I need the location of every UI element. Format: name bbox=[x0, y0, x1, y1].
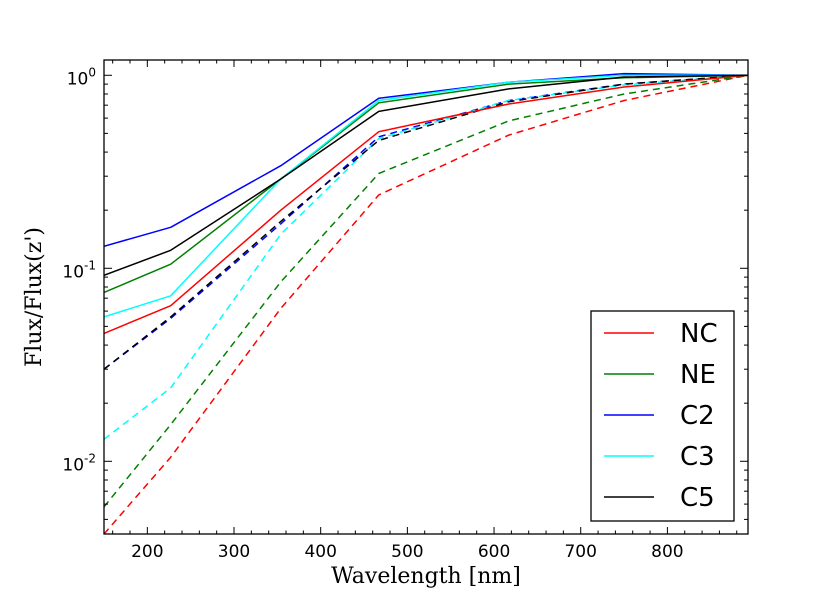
series-line-c5-solid bbox=[104, 74, 748, 277]
plot-frame bbox=[103, 59, 749, 535]
series-line-c2-dashed bbox=[104, 74, 748, 370]
x-axis-title: Wavelength [nm] bbox=[331, 564, 521, 589]
legend-label-c2: C2 bbox=[680, 401, 715, 431]
series-line-c3-dashed bbox=[104, 74, 748, 440]
y-tick-label: 10-1 bbox=[62, 258, 96, 282]
y-tick-label: 10-2 bbox=[62, 451, 96, 475]
y-tick-labels: 10-2 10-1 100 bbox=[62, 65, 96, 475]
legend-label-c5: C5 bbox=[680, 483, 715, 513]
series-line-c3-solid bbox=[104, 74, 748, 318]
legend-label-nc: NC bbox=[680, 319, 718, 349]
series-line-ne-solid bbox=[104, 74, 748, 294]
series-line-ne-dashed bbox=[104, 74, 748, 508]
x-tick-label: 500 bbox=[391, 542, 423, 562]
x-tick-label: 600 bbox=[478, 542, 510, 562]
series-line-nc-solid bbox=[104, 74, 748, 335]
series-line-c5-dashed bbox=[104, 74, 748, 370]
legend-label-ne: NE bbox=[680, 360, 716, 390]
series-line-nc-dashed bbox=[104, 74, 748, 534]
x-tick-label: 200 bbox=[131, 542, 163, 562]
x-tick-label: 300 bbox=[218, 542, 250, 562]
legend-label-c3: C3 bbox=[680, 442, 715, 472]
series-line-c2-solid bbox=[104, 72, 748, 248]
legend: NC NE C2 C3 C5 bbox=[590, 310, 735, 522]
y-axis-title: Flux/Flux(z') bbox=[22, 227, 47, 367]
x-tick-label: 400 bbox=[304, 542, 336, 562]
legend-frame bbox=[590, 310, 735, 522]
x-tick-label: 800 bbox=[651, 542, 683, 562]
series-layer bbox=[104, 72, 748, 534]
x-tick-labels: 200 300 400 500 600 700 800 bbox=[131, 542, 684, 562]
y-tick-label: 100 bbox=[67, 65, 96, 89]
x-tick-label: 700 bbox=[564, 542, 596, 562]
